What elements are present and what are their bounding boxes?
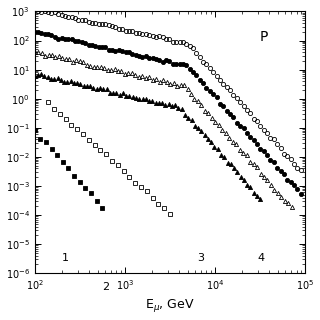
Text: 4: 4: [257, 253, 264, 263]
Text: 1: 1: [62, 253, 69, 263]
Text: 2: 2: [102, 282, 110, 292]
Text: 3: 3: [198, 253, 204, 263]
Text: P: P: [259, 30, 268, 44]
X-axis label: E$_{\mu}$, GeV: E$_{\mu}$, GeV: [145, 298, 195, 315]
